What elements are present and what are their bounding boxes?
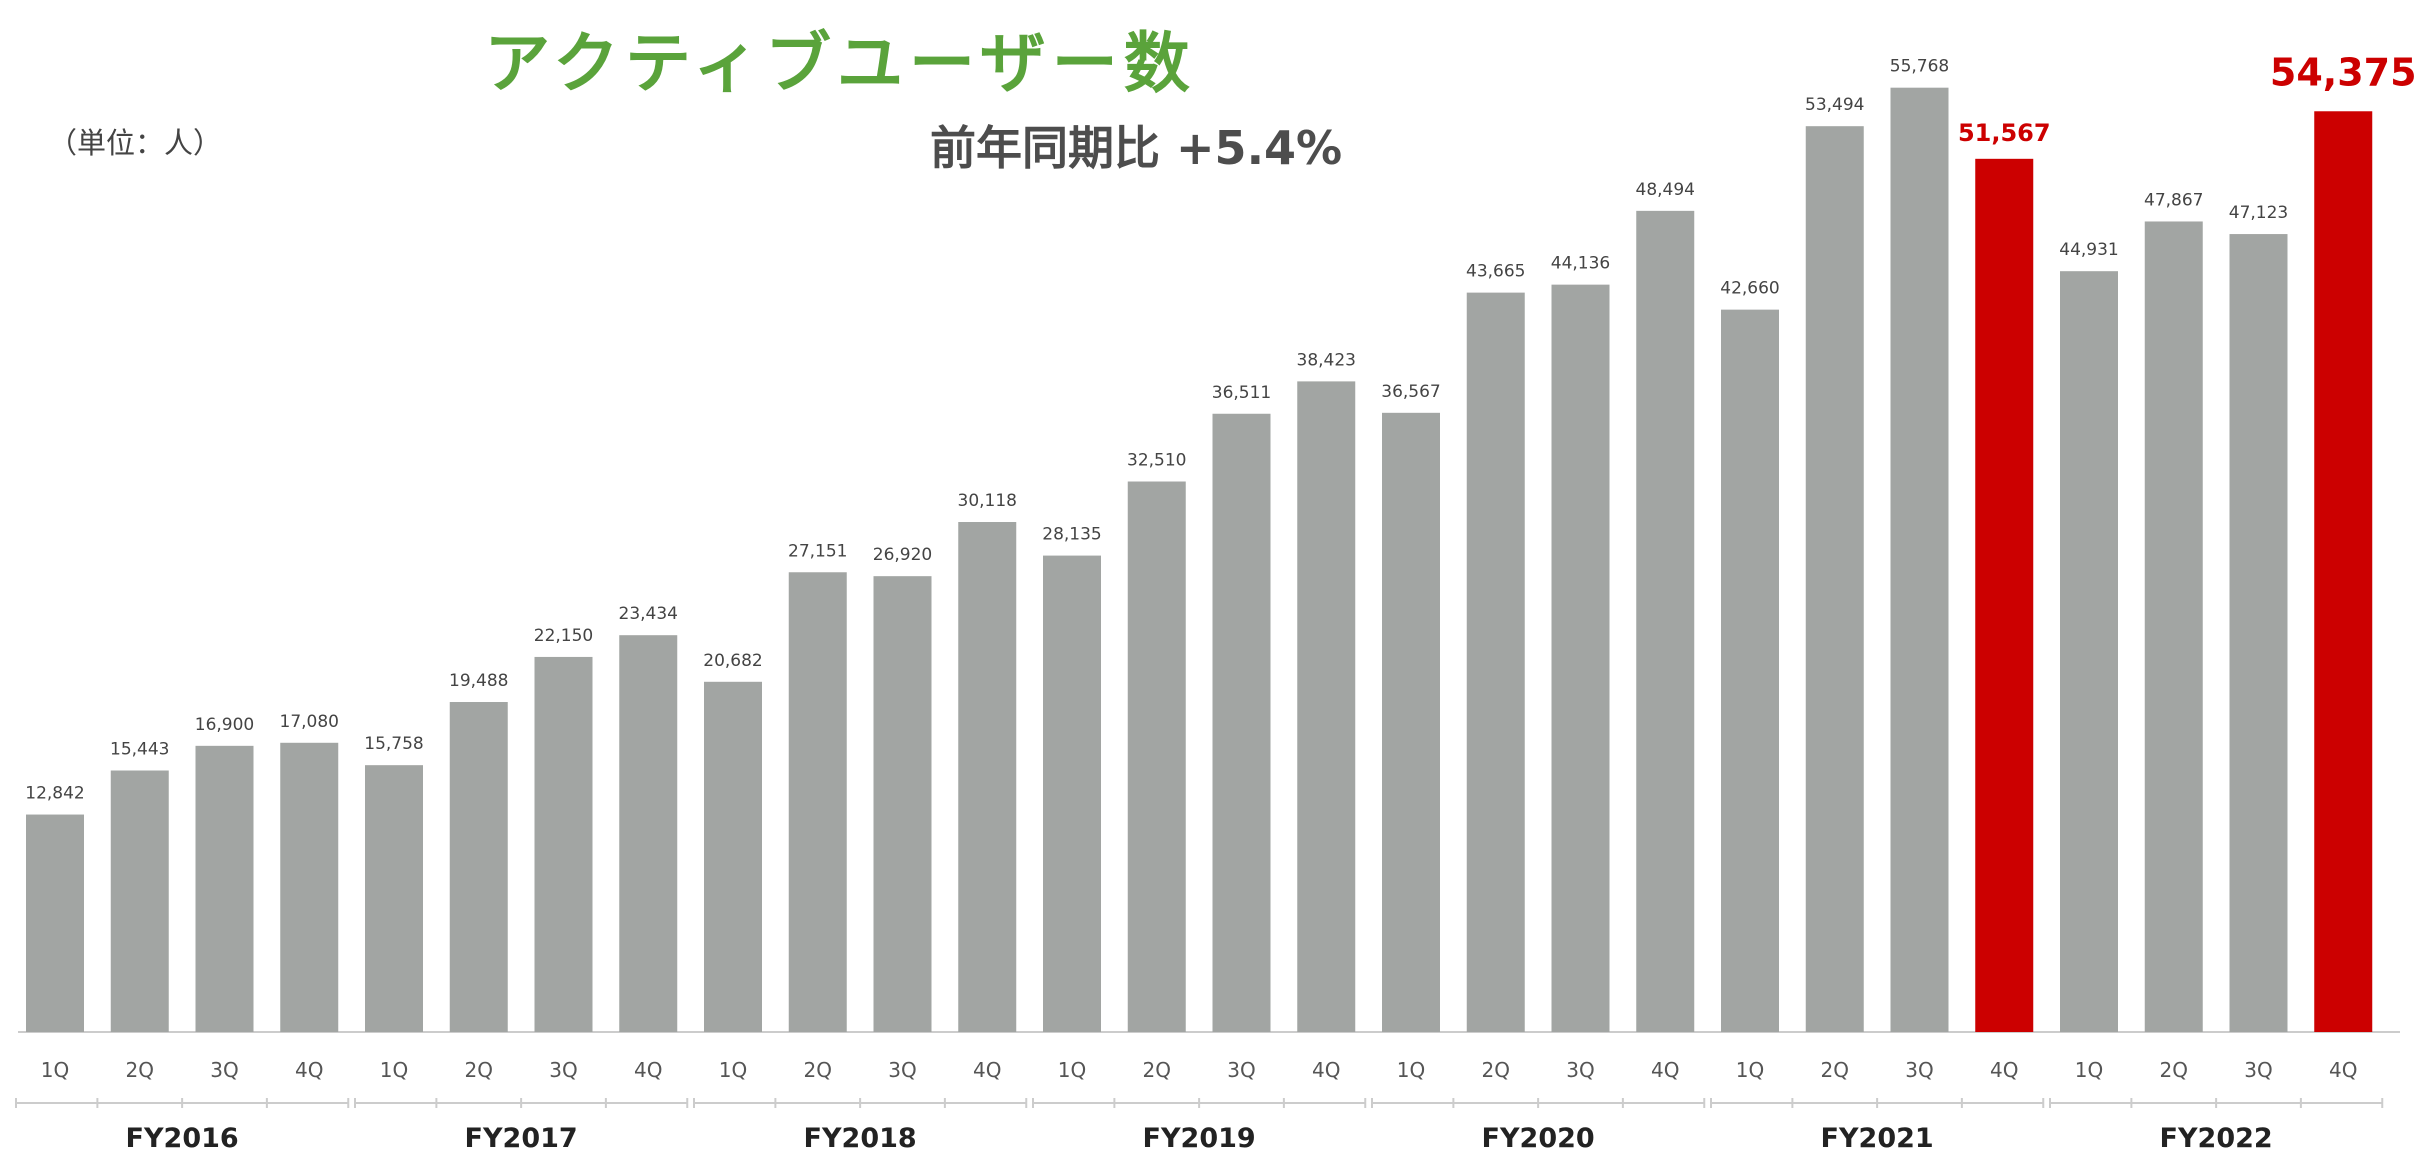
quarter-tick-label: 2Q xyxy=(2160,1058,2188,1082)
fiscal-year-label: FY2022 xyxy=(2160,1123,2273,1154)
bar xyxy=(280,742,339,1032)
bar-value-label: 19,488 xyxy=(449,671,508,691)
bar xyxy=(195,745,254,1032)
bar-value-label: 15,443 xyxy=(110,740,169,760)
bar-value-label: 20,682 xyxy=(703,651,762,671)
quarter-tick-label: 3Q xyxy=(2244,1058,2272,1082)
chart-title: アクティブユーザー数 xyxy=(484,25,1196,102)
quarter-tick-label: 2Q xyxy=(126,1058,154,1082)
bar xyxy=(619,635,678,1032)
bar xyxy=(1382,412,1440,1032)
bar-value-label: 15,758 xyxy=(364,734,423,754)
bar xyxy=(2144,221,2203,1033)
bar xyxy=(958,522,1017,1032)
bar-value-label: 51,567 xyxy=(1958,119,2051,147)
fiscal-year-label: FY2021 xyxy=(1821,1123,1934,1154)
bar xyxy=(1297,381,1356,1033)
bar xyxy=(1721,309,1779,1033)
bar xyxy=(26,814,84,1032)
quarter-tick-label: 4Q xyxy=(1990,1058,2018,1082)
bar xyxy=(1975,158,2034,1033)
fiscal-year-label: FY2016 xyxy=(126,1123,239,1154)
quarter-tick-label: 1Q xyxy=(719,1058,747,1082)
bar xyxy=(1890,87,1949,1032)
bar xyxy=(788,572,847,1032)
quarter-tick-label: 2Q xyxy=(465,1058,493,1082)
bar xyxy=(110,770,169,1032)
quarter-tick-label: 3Q xyxy=(1227,1058,1255,1082)
bar-value-label: 26,920 xyxy=(873,545,932,565)
quarter-tick-label: 4Q xyxy=(2329,1058,2357,1082)
fiscal-year-label: FY2020 xyxy=(1482,1123,1595,1154)
quarter-tick-label: 1Q xyxy=(380,1058,408,1082)
bar-value-label: 55,768 xyxy=(1890,57,1949,77)
bar xyxy=(534,656,593,1032)
bar-value-label: 32,510 xyxy=(1127,451,1186,471)
quarter-tick-label: 3Q xyxy=(1905,1058,1933,1082)
quarter-tick-label: 4Q xyxy=(1312,1058,1340,1082)
bar-value-label: 28,135 xyxy=(1042,525,1101,545)
quarter-tick-label: 4Q xyxy=(634,1058,662,1082)
bar-value-label: 48,494 xyxy=(1636,180,1695,200)
quarter-tick-label: 1Q xyxy=(1397,1058,1425,1082)
bar xyxy=(1636,210,1695,1033)
quarter-tick-label: 2Q xyxy=(1143,1058,1171,1082)
bar-value-label: 38,423 xyxy=(1297,350,1356,370)
quarter-tick-label: 3Q xyxy=(888,1058,916,1082)
bar-value-label: 17,080 xyxy=(280,712,339,732)
bar-value-label: 47,123 xyxy=(2229,203,2288,223)
quarter-tick-label: 4Q xyxy=(973,1058,1001,1082)
bar xyxy=(1805,126,1864,1032)
bar xyxy=(449,702,508,1032)
bar-value-label: 54,375 xyxy=(2270,50,2416,94)
bar xyxy=(1127,481,1186,1032)
bar xyxy=(873,576,932,1032)
yoy-growth-label: 前年同期比 +5.4% xyxy=(930,121,1343,175)
unit-label: （単位：人） xyxy=(48,126,223,160)
bar xyxy=(1212,413,1271,1032)
bar-value-label: 23,434 xyxy=(619,604,678,624)
quarter-tick-label: 2Q xyxy=(1821,1058,1849,1082)
bar xyxy=(2229,234,2288,1033)
bar xyxy=(1043,555,1101,1032)
quarter-tick-label: 2Q xyxy=(1482,1058,1510,1082)
bar-value-label: 44,136 xyxy=(1551,254,1610,274)
bar-value-label: 22,150 xyxy=(534,626,593,646)
bar-value-label: 42,660 xyxy=(1720,279,1779,299)
quarter-tick-label: 4Q xyxy=(1651,1058,1679,1082)
quarter-tick-label: 2Q xyxy=(804,1058,832,1082)
quarter-tick-label: 3Q xyxy=(210,1058,238,1082)
bar xyxy=(1551,284,1610,1032)
bar-value-label: 27,151 xyxy=(788,541,847,561)
fiscal-year-label: FY2017 xyxy=(465,1123,578,1154)
bar-value-label: 12,842 xyxy=(25,784,84,804)
quarter-tick-label: 1Q xyxy=(2075,1058,2103,1082)
quarter-tick-label: 4Q xyxy=(295,1058,323,1082)
quarter-tick-label: 3Q xyxy=(1566,1058,1594,1082)
bar-value-label: 47,867 xyxy=(2144,190,2203,210)
bar-value-label: 16,900 xyxy=(195,715,254,735)
quarter-tick-label: 1Q xyxy=(1058,1058,1086,1082)
bar-value-label: 44,931 xyxy=(2059,240,2118,260)
fiscal-year-label: FY2019 xyxy=(1143,1123,1256,1154)
bar xyxy=(2314,111,2373,1032)
bar xyxy=(2060,271,2118,1033)
quarter-tick-label: 3Q xyxy=(549,1058,577,1082)
bar-value-label: 43,665 xyxy=(1466,262,1525,282)
bar xyxy=(1466,292,1525,1032)
bar xyxy=(365,765,423,1032)
quarter-tick-label: 1Q xyxy=(1736,1058,1764,1082)
bar-value-label: 53,494 xyxy=(1805,95,1864,115)
bar xyxy=(704,681,762,1032)
bar-value-label: 36,567 xyxy=(1381,382,1440,402)
quarter-tick-label: 1Q xyxy=(41,1058,69,1082)
bar-value-label: 36,511 xyxy=(1212,383,1271,403)
fiscal-year-label: FY2018 xyxy=(804,1123,917,1154)
bar-value-label: 30,118 xyxy=(958,491,1017,511)
